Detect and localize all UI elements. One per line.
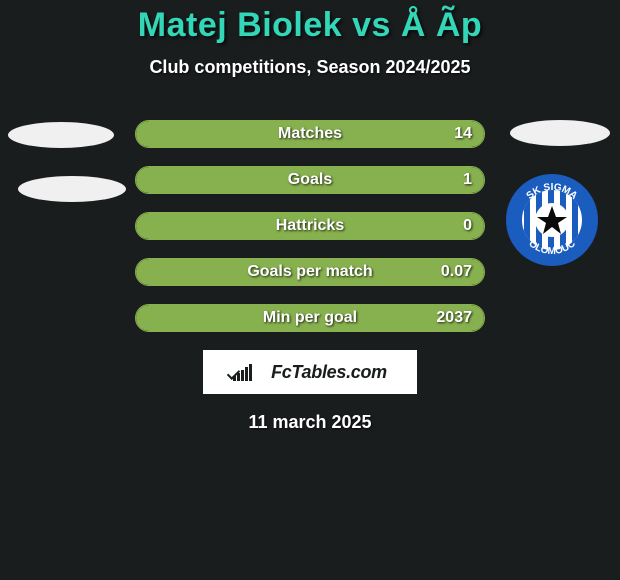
club-badge: SK SIGMA OLOMOUC [504, 172, 600, 268]
stat-value-right: 14 [454, 125, 472, 143]
stat-value-right: 0 [463, 217, 472, 235]
stat-value-right: 1 [463, 171, 472, 189]
right-placeholder-ellipse [510, 120, 610, 146]
fctables-brand-text: FcTables.com [271, 362, 387, 383]
left-placeholder-ellipse-1 [8, 122, 114, 148]
fctables-bar-icon [245, 367, 248, 381]
fctables-bar-icon [249, 364, 252, 381]
stat-value-right: 2037 [436, 309, 472, 327]
stat-row: Hattricks 0 [135, 212, 485, 240]
date-text: 11 march 2025 [0, 412, 620, 433]
stat-value-right: 0.07 [441, 263, 472, 281]
stat-row: Matches 14 [135, 120, 485, 148]
fctables-bars-icon [233, 364, 265, 381]
stat-row: Goals 1 [135, 166, 485, 194]
subtitle: Club competitions, Season 2024/2025 [0, 57, 620, 78]
stat-row: Goals per match 0.07 [135, 258, 485, 286]
stats-container: Matches 14 Goals 1 Hattricks 0 Goals per match… [135, 120, 485, 332]
fctables-bar-icon [241, 370, 244, 381]
stat-label: Min per goal [263, 309, 357, 327]
stat-label: Goals [288, 171, 332, 189]
stat-label: Goals per match [247, 263, 372, 281]
stat-label: Matches [278, 125, 342, 143]
stat-row: Min per goal 2037 [135, 304, 485, 332]
fctables-watermark: FcTables.com [203, 350, 417, 394]
stat-label: Hattricks [276, 217, 344, 235]
left-placeholder-ellipse-2 [18, 176, 126, 202]
page-title: Matej Biolek vs Å Ãp [0, 0, 620, 45]
